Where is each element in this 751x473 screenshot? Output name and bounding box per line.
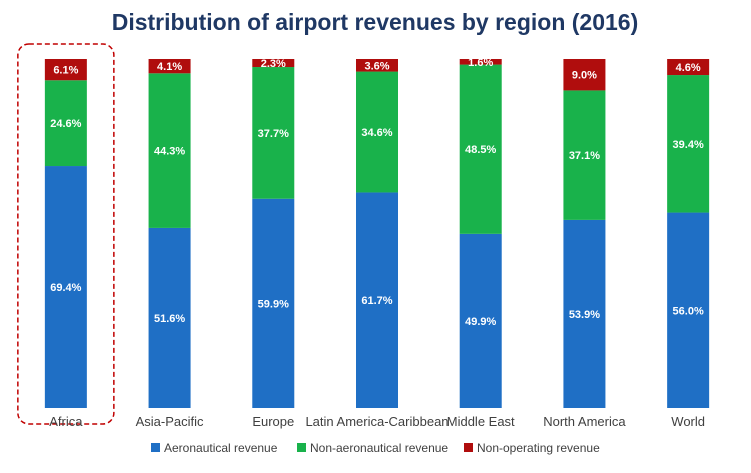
data-label-non-operating-revenue-latin-america-caribbean: 3.6% <box>364 60 389 72</box>
bar-non-operating-revenue-middle-east <box>459 59 502 65</box>
data-label-aeronautical-revenue-latin-america-caribbean: 61.7% <box>361 295 392 307</box>
category-label-asia-pacific: Asia-Pacific <box>136 414 204 429</box>
bar-non-operating-revenue-europe <box>252 59 295 68</box>
bar-non-operating-revenue-africa <box>44 59 87 81</box>
legend-swatch-non-operating-revenue <box>464 443 473 452</box>
bars-group <box>44 59 710 408</box>
legend-swatch-aeronautical-revenue <box>151 443 160 452</box>
category-labels: Africa Asia-Pacific Europe Latin America-Ca… <box>49 414 705 429</box>
data-label-non-aeronautical-revenue-latin-america-caribbean: 34.6% <box>361 127 392 139</box>
bar-aeronautical-revenue-middle-east <box>459 233 502 408</box>
bar-aeronautical-revenue-north-america <box>563 219 606 408</box>
legend-swatch-non-aeronautical-revenue <box>297 443 306 452</box>
data-label-aeronautical-revenue-europe: 59.9% <box>258 298 289 310</box>
bar-non-aeronautical-revenue-middle-east <box>459 64 502 234</box>
bar-non-aeronautical-revenue-africa <box>44 80 87 167</box>
data-label-non-aeronautical-revenue-world: 39.4% <box>673 139 704 151</box>
bar-non-aeronautical-revenue-north-america <box>563 90 606 220</box>
data-label-aeronautical-revenue-middle-east: 49.9% <box>465 316 496 328</box>
bar-aeronautical-revenue-world <box>667 212 710 408</box>
chart-title: Distribution of airport revenues by regi… <box>112 9 639 35</box>
data-label-non-aeronautical-revenue-africa: 24.6% <box>50 118 81 130</box>
category-label-north-america: North America <box>543 414 626 429</box>
bar-non-operating-revenue-north-america <box>563 59 606 91</box>
bar-aeronautical-revenue-africa <box>44 166 87 408</box>
data-label-non-aeronautical-revenue-north-america: 37.1% <box>569 150 600 162</box>
data-label-non-aeronautical-revenue-middle-east: 48.5% <box>465 144 496 156</box>
data-label-non-operating-revenue-asia-pacific: 4.1% <box>157 61 182 73</box>
data-label-aeronautical-revenue-north-america: 53.9% <box>569 309 600 321</box>
bar-non-aeronautical-revenue-asia-pacific <box>148 73 191 228</box>
category-label-middle-east: Middle East <box>447 414 515 429</box>
data-label-non-aeronautical-revenue-europe: 37.7% <box>258 128 289 140</box>
data-label-non-operating-revenue-world: 4.6% <box>676 62 701 74</box>
bar-aeronautical-revenue-asia-pacific <box>148 227 191 408</box>
data-label-non-operating-revenue-middle-east: 1.6% <box>468 57 493 69</box>
bar-non-operating-revenue-latin-america-caribbean <box>356 59 398 72</box>
category-label-latin-america-caribbean: Latin America-Caribbean <box>305 414 448 429</box>
data-label-aeronautical-revenue-africa: 69.4% <box>50 282 81 294</box>
highlight-group <box>17 43 115 425</box>
legend: Aeronautical revenue Non-aeronautical rev… <box>151 441 600 455</box>
data-label-non-operating-revenue-north-america: 9.0% <box>572 70 597 82</box>
labels-group: 69.4% 24.6% 6.1% 51.6% 44.3% 4.1% 59.9% 37.7% 2.… <box>50 57 704 328</box>
bar-aeronautical-revenue-europe <box>252 198 295 408</box>
data-label-non-operating-revenue-africa: 6.1% <box>53 65 78 77</box>
data-label-non-operating-revenue-europe: 2.3% <box>261 58 286 70</box>
legend-label-non-operating-revenue: Non-operating revenue <box>477 441 600 455</box>
category-label-world: World <box>671 414 705 429</box>
highlight-box <box>17 43 115 425</box>
bar-non-aeronautical-revenue-world <box>667 75 710 213</box>
bar-non-aeronautical-revenue-latin-america-caribbean <box>356 71 398 193</box>
bar-non-aeronautical-revenue-europe <box>252 67 295 199</box>
category-label-africa: Africa <box>49 414 83 429</box>
legend-label-aeronautical-revenue: Aeronautical revenue <box>164 441 278 455</box>
bar-aeronautical-revenue-latin-america-caribbean <box>356 192 398 408</box>
data-label-non-aeronautical-revenue-asia-pacific: 44.3% <box>154 146 185 158</box>
bar-non-operating-revenue-world <box>667 59 710 76</box>
category-label-europe: Europe <box>252 414 294 429</box>
bar-non-operating-revenue-asia-pacific <box>148 59 191 74</box>
data-label-aeronautical-revenue-asia-pacific: 51.6% <box>154 313 185 325</box>
legend-label-non-aeronautical-revenue: Non-aeronautical revenue <box>310 441 448 455</box>
data-label-aeronautical-revenue-world: 56.0% <box>673 305 704 317</box>
